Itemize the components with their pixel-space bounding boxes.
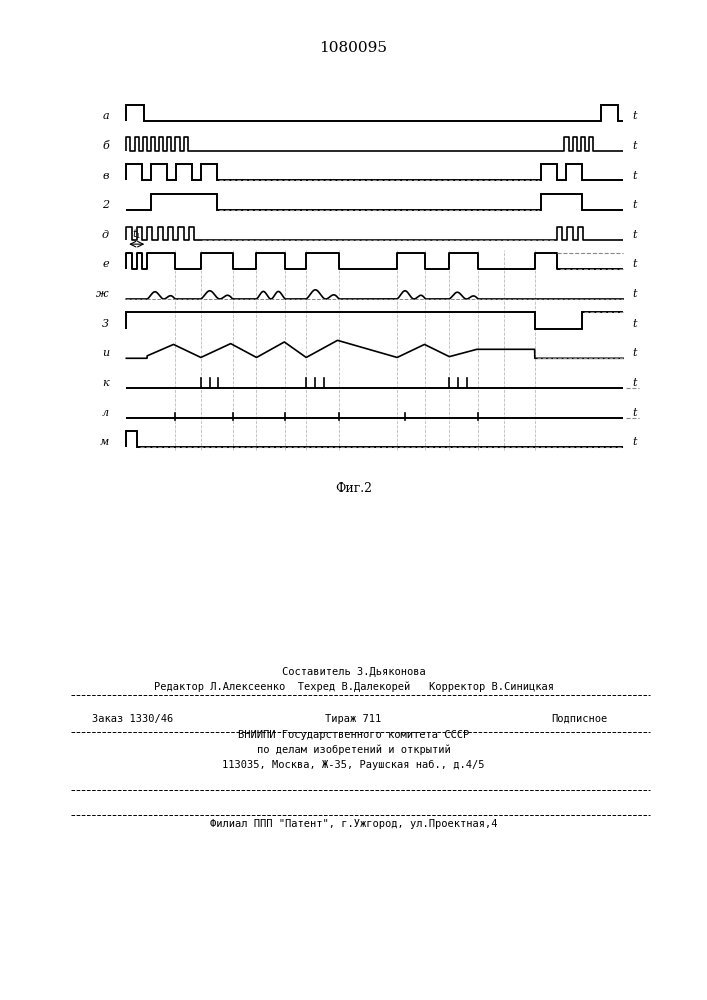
- Text: t: t: [632, 111, 636, 121]
- Text: по делам изобретений и открытий: по делам изобретений и открытий: [257, 744, 450, 755]
- Text: Заказ 1330/46: Заказ 1330/46: [92, 714, 173, 724]
- Text: t: t: [632, 200, 636, 210]
- Text: е: е: [103, 259, 109, 269]
- Text: t: t: [632, 171, 636, 181]
- Text: м: м: [100, 437, 109, 447]
- Text: t: t: [632, 289, 636, 299]
- Text: t: t: [632, 437, 636, 447]
- Text: и: и: [102, 348, 109, 358]
- Text: Подписное: Подписное: [551, 714, 608, 724]
- Text: t: t: [632, 378, 636, 388]
- Text: t: t: [632, 408, 636, 418]
- Text: 1080095: 1080095: [320, 41, 387, 55]
- Text: 2: 2: [102, 200, 109, 210]
- Text: t: t: [632, 141, 636, 151]
- Text: Фиг.2: Фиг.2: [335, 482, 372, 494]
- Text: к: к: [103, 378, 109, 388]
- Text: t: t: [632, 348, 636, 358]
- Text: л: л: [102, 408, 109, 418]
- Text: $t_1$: $t_1$: [132, 227, 141, 241]
- Text: 113035, Москва, Ж-35, Раушская наб., д.4/5: 113035, Москва, Ж-35, Раушская наб., д.4…: [222, 760, 485, 770]
- Text: в: в: [103, 171, 109, 181]
- Text: Филиал ППП "Патент", г.Ужгород, ул.Проектная,4: Филиал ППП "Патент", г.Ужгород, ул.Проек…: [210, 819, 497, 829]
- Text: б: б: [103, 141, 109, 151]
- Text: t: t: [632, 319, 636, 329]
- Text: t: t: [632, 259, 636, 269]
- Text: 3: 3: [102, 319, 109, 329]
- Text: а: а: [103, 111, 109, 121]
- Text: Тираж 711: Тираж 711: [325, 714, 382, 724]
- Text: t: t: [632, 230, 636, 240]
- Text: ж: ж: [96, 289, 109, 299]
- Text: д: д: [102, 230, 109, 240]
- Text: Составитель З.Дьяконова: Составитель З.Дьяконова: [281, 667, 426, 677]
- Text: Редактор Л.Алексеенко  Техред В.Далекорей   Корректор В.Синицкая: Редактор Л.Алексеенко Техред В.Далекорей…: [153, 682, 554, 692]
- Text: ВНИИПИ Государственного комитета СССР: ВНИИПИ Государственного комитета СССР: [238, 730, 469, 740]
